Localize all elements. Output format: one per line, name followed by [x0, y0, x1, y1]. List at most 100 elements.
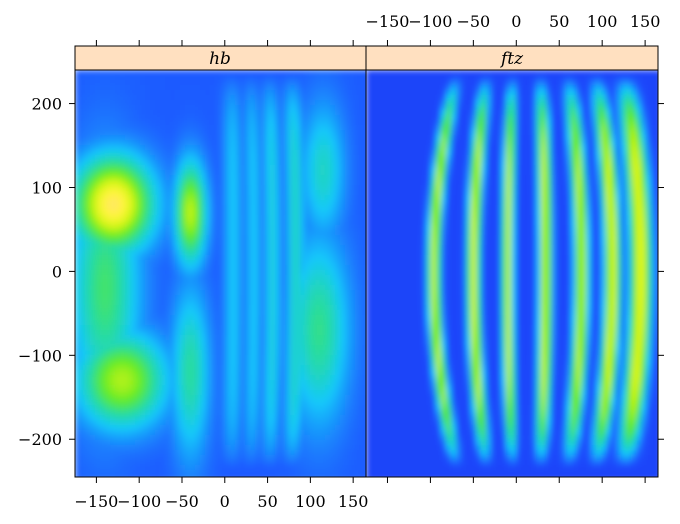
heatmap-cell [340, 450, 346, 456]
heatmap-cell [105, 335, 111, 341]
heatmap-cell [366, 225, 372, 231]
heatmap-cell [140, 315, 146, 321]
heatmap-cell [200, 395, 206, 401]
heatmap-cell [280, 465, 286, 471]
heatmap-cell [366, 265, 372, 271]
heatmap-cell [185, 325, 191, 331]
heatmap-cell [305, 415, 311, 421]
heatmap-cell [135, 160, 141, 166]
heatmap-cell [260, 455, 266, 461]
heatmap-cell [345, 415, 351, 421]
heatmap-cell [195, 325, 201, 331]
heatmap-cell [345, 365, 351, 371]
heatmap-cell [220, 385, 226, 391]
heatmap-cell [315, 465, 321, 471]
heatmap-cell [110, 145, 116, 151]
heatmap-cell [366, 275, 372, 281]
heatmap-cell [345, 170, 351, 176]
heatmap-cell [95, 475, 101, 477]
heatmap-cell [190, 405, 196, 411]
heatmap-cell [260, 165, 266, 171]
heatmap-cell [275, 380, 281, 386]
heatmap-cell [120, 160, 126, 166]
heatmap-cell [300, 175, 306, 181]
heatmap-cell [190, 85, 196, 91]
heatmap-cell [215, 445, 221, 451]
heatmap-cell [130, 405, 136, 411]
heatmap-cell [195, 235, 201, 241]
heatmap-cell [130, 325, 136, 331]
heatmap-cell [285, 395, 291, 401]
heatmap-cell [270, 280, 276, 286]
heatmap-cell [180, 285, 186, 291]
heatmap-cell [285, 445, 291, 451]
heatmap-cell [280, 415, 286, 421]
heatmap-cell [200, 140, 206, 146]
heatmap-cell [155, 85, 161, 91]
heatmap-cell [210, 110, 216, 116]
heatmap-cell [250, 95, 256, 101]
heatmap-cell [235, 75, 241, 81]
heatmap-cell [265, 265, 271, 271]
heatmap-cell [145, 465, 151, 471]
heatmap-cell [215, 220, 221, 226]
heatmap-cell [270, 450, 276, 456]
heatmap-cell [95, 360, 101, 366]
heatmap-cell [320, 370, 326, 376]
heatmap-cell [160, 395, 166, 401]
heatmap-cell [310, 350, 316, 356]
heatmap-cell [95, 335, 101, 341]
heatmap-cell [345, 425, 351, 431]
heatmap-cell [270, 390, 276, 396]
heatmap-cell [140, 200, 146, 206]
heatmap-cell [340, 90, 346, 96]
heatmap-cell [260, 395, 266, 401]
heatmap-cell [80, 255, 86, 261]
heatmap-cell [85, 165, 91, 171]
heatmap-cell [350, 105, 356, 111]
heatmap-cell [150, 420, 156, 426]
heatmap-cell [210, 440, 216, 446]
heatmap-cell [295, 95, 301, 101]
heatmap-cell [185, 145, 191, 151]
heatmap-cell [145, 380, 151, 386]
heatmap-cell [260, 80, 266, 86]
heatmap-cell [265, 245, 271, 251]
heatmap-cell [105, 300, 111, 306]
heatmap-cell [125, 80, 131, 86]
heatmap-cell [325, 145, 331, 151]
heatmap-cell [100, 350, 106, 356]
heatmap-cell [360, 445, 366, 451]
heatmap-cell [245, 105, 251, 111]
heatmap-cell [170, 420, 176, 426]
heatmap-cell [345, 125, 351, 131]
heatmap-cell [95, 460, 101, 466]
heatmap-cell [185, 460, 191, 466]
heatmap-cell [305, 175, 311, 181]
heatmap-cell [275, 85, 281, 91]
heatmap-cell [366, 355, 372, 361]
heatmap-cell [340, 295, 346, 301]
heatmap-cell [235, 90, 241, 96]
heatmap-cell [265, 130, 271, 136]
heatmap-cell [205, 125, 211, 131]
heatmap-cell [320, 410, 326, 416]
heatmap-cell [80, 205, 86, 211]
heatmap-cell [205, 420, 211, 426]
heatmap-cell [100, 265, 106, 271]
heatmap-cell [275, 145, 281, 151]
heatmap-cell [330, 185, 336, 191]
heatmap-cell [360, 440, 366, 446]
heatmap-cell [160, 340, 166, 346]
heatmap-cell [215, 235, 221, 241]
heatmap-cell [140, 245, 146, 251]
heatmap-cell [85, 280, 91, 286]
heatmap-cell [105, 250, 111, 256]
heatmap-cell [340, 230, 346, 236]
heatmap-cell [360, 185, 366, 191]
heatmap-cell [185, 260, 191, 266]
heatmap-cell [160, 295, 166, 301]
heatmap-cell [355, 365, 361, 371]
heatmap-cell [235, 395, 241, 401]
heatmap-cell [150, 175, 156, 181]
